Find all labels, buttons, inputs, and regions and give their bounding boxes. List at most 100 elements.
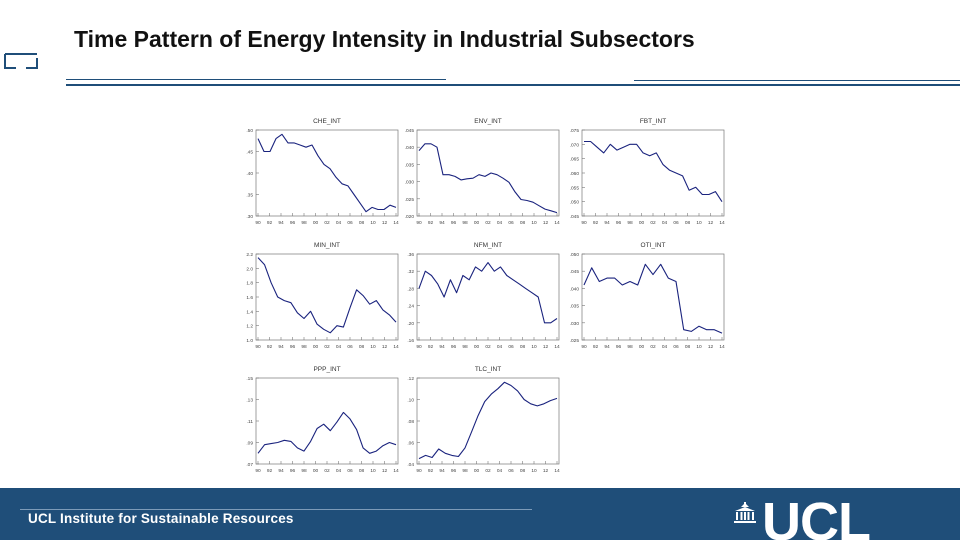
x-tick-label: 90 <box>255 220 261 226</box>
x-tick-label: 00 <box>313 344 319 350</box>
y-tick-label: .045 <box>405 128 415 134</box>
plot-frame <box>581 129 725 217</box>
x-tick-label: 04 <box>662 344 668 350</box>
x-tick-label: 14 <box>393 344 399 350</box>
y-tick-label: 1.2 <box>246 324 253 330</box>
x-tick-label: 96 <box>290 220 296 226</box>
x-tick-label: 94 <box>278 468 284 474</box>
x-tick-label: 08 <box>520 220 526 226</box>
y-tick-label: .020 <box>405 214 415 220</box>
x-tick-label: 02 <box>324 344 330 350</box>
x-tick-label: 04 <box>497 468 503 474</box>
x-tick-label: 00 <box>639 344 645 350</box>
y-tick-label: 1.4 <box>246 309 253 315</box>
series-line <box>257 257 397 334</box>
x-tick-label: 94 <box>439 468 445 474</box>
x-tick-label: 06 <box>508 344 514 350</box>
series-line <box>584 140 723 203</box>
y-tick-label: .09 <box>246 441 253 447</box>
x-tick-label: 14 <box>554 220 560 226</box>
x-tick-label: 90 <box>255 468 261 474</box>
x-tick-label: 06 <box>347 344 353 350</box>
x-tick-label: 90 <box>416 468 422 474</box>
x-tick-label: 12 <box>708 220 714 226</box>
x-tick-label: 90 <box>416 344 422 350</box>
x-tick-label: 06 <box>347 468 353 474</box>
x-tick-label: 08 <box>359 344 365 350</box>
y-tick-label: .025 <box>405 197 415 203</box>
x-tick-label: 98 <box>627 220 633 226</box>
x-tick-label: 96 <box>451 220 457 226</box>
chart-title: OTI_INT <box>641 242 666 249</box>
y-tick-label: .30 <box>246 214 253 220</box>
y-tick-label: .055 <box>570 185 580 191</box>
series-line <box>418 262 558 324</box>
portico-icon <box>734 502 756 523</box>
x-tick-label: 96 <box>451 344 457 350</box>
x-tick-label: 04 <box>662 220 668 226</box>
x-tick-label: 10 <box>370 220 376 226</box>
x-tick-label: 14 <box>719 344 725 350</box>
chart-title: NFM_INT <box>474 242 502 249</box>
x-tick-label: 02 <box>485 468 491 474</box>
x-tick-label: 00 <box>639 220 645 226</box>
series-line <box>583 263 723 334</box>
x-tick-label: 02 <box>650 220 656 226</box>
x-tick-label: 04 <box>336 344 342 350</box>
y-tick-label: .11 <box>247 419 254 425</box>
footer-bar: UCL Institute for Sustainable Resources … <box>0 488 960 551</box>
x-tick-label: 92 <box>428 220 434 226</box>
x-tick-label: 02 <box>485 344 491 350</box>
x-tick-label: 08 <box>359 220 365 226</box>
x-tick-label: 92 <box>593 344 599 350</box>
x-tick-label: 12 <box>543 344 549 350</box>
chart-title: CHE_INT <box>313 118 341 125</box>
chart-title: PPP_INT <box>313 366 340 373</box>
chart-panel-che-int: CHE_INT .30 .35 .40 .45 .50 90 92 94 96 98 00 02 04 06… <box>246 118 399 226</box>
chart-panel-env-int: ENV_INT .020 .025 .030 .035 .040 .045 90 92 94 96 9… <box>405 118 560 226</box>
x-tick-label: 08 <box>685 344 691 350</box>
chart-panel-oti-int: OTI_INT .025 .030 .035 .040 .045 .050 90 92 94 96 9… <box>570 242 725 350</box>
x-tick-label: 96 <box>290 344 296 350</box>
x-tick-label: 00 <box>313 220 319 226</box>
x-tick-label: 98 <box>627 344 633 350</box>
x-tick-label: 92 <box>428 468 434 474</box>
x-tick-label: 94 <box>278 344 284 350</box>
x-tick-label: 90 <box>581 344 587 350</box>
x-tick-label: 96 <box>616 344 622 350</box>
y-tick-label: .24 <box>407 304 414 310</box>
x-tick-label: 12 <box>543 220 549 226</box>
footer-rule <box>20 509 532 510</box>
y-tick-label: .025 <box>570 338 580 344</box>
x-tick-label: 92 <box>593 220 599 226</box>
x-tick-label: 94 <box>604 220 610 226</box>
x-tick-label: 00 <box>474 220 480 226</box>
y-tick-label: 1.0 <box>246 338 253 344</box>
x-tick-label: 06 <box>673 344 679 350</box>
x-tick-label: 12 <box>382 468 388 474</box>
plot-frame <box>255 129 399 217</box>
x-tick-label: 10 <box>370 344 376 350</box>
y-tick-label: .030 <box>570 321 580 327</box>
x-tick-label: 12 <box>708 344 714 350</box>
x-tick-label: 14 <box>393 220 399 226</box>
plot-frame <box>581 253 725 341</box>
x-tick-label: 08 <box>520 468 526 474</box>
y-tick-label: .06 <box>407 441 414 447</box>
y-tick-label: .15 <box>246 376 253 382</box>
x-tick-label: 96 <box>616 220 622 226</box>
x-tick-label: 02 <box>324 468 330 474</box>
x-tick-label: 14 <box>393 468 399 474</box>
x-tick-label: 02 <box>485 220 491 226</box>
y-tick-label: .16 <box>407 338 414 344</box>
y-tick-label: .50 <box>246 128 253 134</box>
x-tick-label: 06 <box>508 220 514 226</box>
x-tick-label: 14 <box>719 220 725 226</box>
series-line <box>418 381 558 460</box>
x-tick-label: 08 <box>520 344 526 350</box>
x-tick-label: 96 <box>290 468 296 474</box>
y-tick-label: .045 <box>570 214 580 220</box>
x-tick-label: 94 <box>439 344 445 350</box>
x-tick-label: 98 <box>301 468 307 474</box>
x-tick-label: 90 <box>416 220 422 226</box>
